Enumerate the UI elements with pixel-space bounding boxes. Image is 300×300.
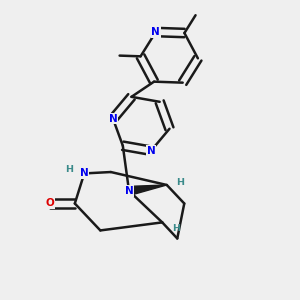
Text: N: N: [80, 168, 88, 178]
Text: N: N: [109, 114, 117, 124]
Text: N: N: [124, 186, 134, 196]
Text: H: H: [66, 165, 74, 174]
Polygon shape: [128, 185, 167, 195]
Text: N: N: [147, 146, 155, 156]
Text: H: H: [176, 178, 184, 187]
Text: O: O: [45, 199, 54, 208]
Text: H: H: [172, 224, 180, 233]
Text: N: N: [152, 27, 160, 37]
